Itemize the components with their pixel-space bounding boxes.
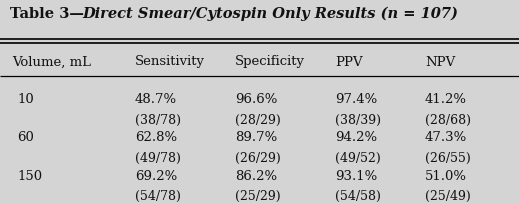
Text: Volume, mL: Volume, mL: [12, 55, 91, 68]
Text: 51.0%: 51.0%: [425, 169, 467, 182]
Text: 93.1%: 93.1%: [335, 169, 377, 182]
Text: (28/29): (28/29): [235, 113, 281, 126]
Text: (54/78): (54/78): [135, 188, 181, 202]
Text: Table 3—: Table 3—: [10, 7, 84, 21]
Text: (38/78): (38/78): [135, 113, 181, 126]
Text: (26/55): (26/55): [425, 151, 471, 164]
Text: 150: 150: [17, 169, 42, 182]
Text: Sensitivity: Sensitivity: [135, 55, 205, 68]
Text: 69.2%: 69.2%: [135, 169, 177, 182]
Text: (38/39): (38/39): [335, 113, 381, 126]
Text: (25/49): (25/49): [425, 188, 471, 202]
Text: 89.7%: 89.7%: [235, 131, 277, 144]
Text: 94.2%: 94.2%: [335, 131, 377, 144]
Text: (49/78): (49/78): [135, 151, 181, 164]
Text: 47.3%: 47.3%: [425, 131, 467, 144]
Text: 48.7%: 48.7%: [135, 93, 177, 106]
Text: (54/58): (54/58): [335, 188, 381, 202]
Text: PPV: PPV: [335, 55, 363, 68]
Text: 60: 60: [17, 131, 34, 144]
Text: (25/29): (25/29): [235, 188, 281, 202]
Text: (28/68): (28/68): [425, 113, 471, 126]
Text: (26/29): (26/29): [235, 151, 281, 164]
Text: (49/52): (49/52): [335, 151, 381, 164]
Text: 97.4%: 97.4%: [335, 93, 377, 106]
Text: 86.2%: 86.2%: [235, 169, 277, 182]
Text: NPV: NPV: [425, 55, 455, 68]
Text: Direct Smear/Cytospin Only Results (n = 107): Direct Smear/Cytospin Only Results (n = …: [82, 7, 458, 21]
Text: 41.2%: 41.2%: [425, 93, 467, 106]
Text: 62.8%: 62.8%: [135, 131, 177, 144]
Text: Specificity: Specificity: [235, 55, 305, 68]
Text: 96.6%: 96.6%: [235, 93, 277, 106]
Text: 10: 10: [17, 93, 34, 106]
